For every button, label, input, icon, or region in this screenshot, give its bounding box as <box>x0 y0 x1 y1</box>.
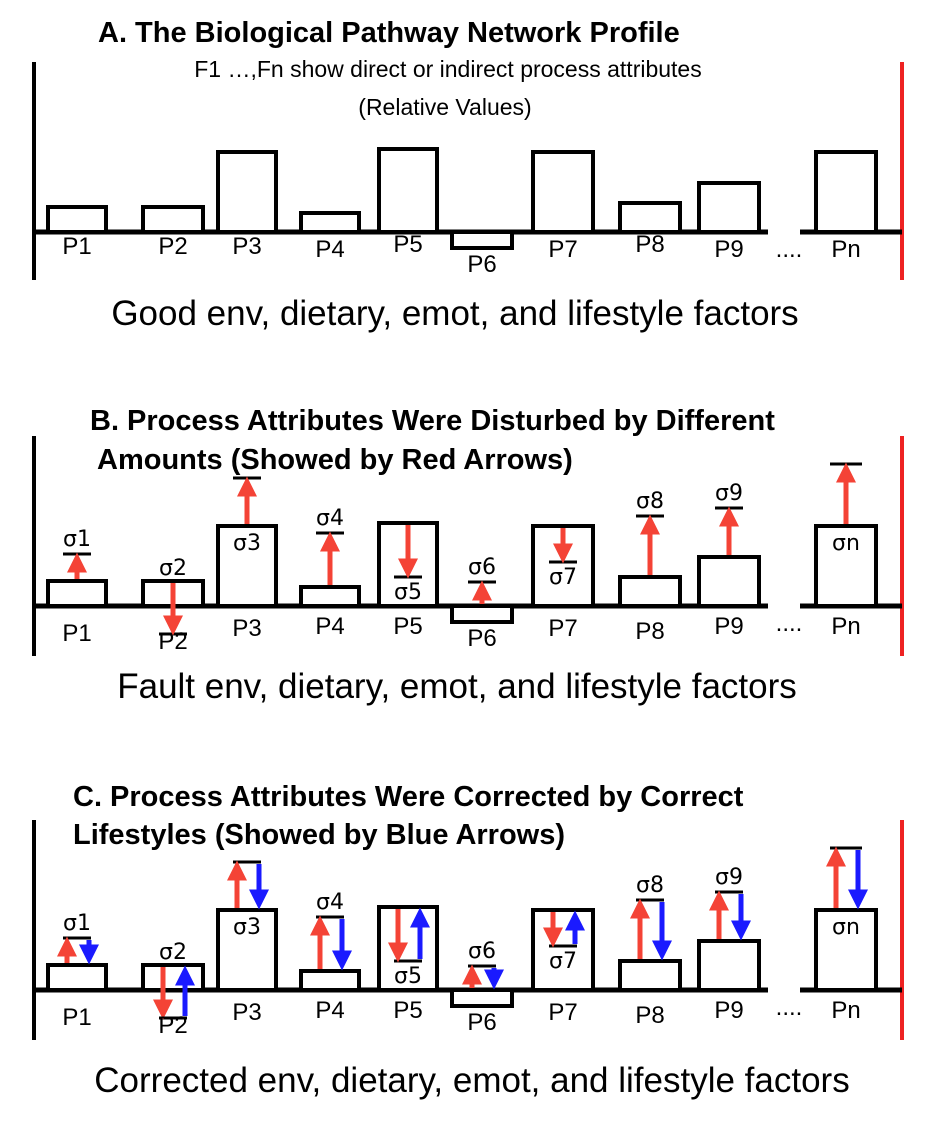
ellipsis-label: .... <box>776 236 803 263</box>
bar-p6 <box>450 604 514 624</box>
sigma-label-p9: σ9 <box>715 481 743 506</box>
bar-p5 <box>377 147 439 234</box>
sigma-label-p5: σ5 <box>394 580 422 605</box>
bar-p6 <box>450 988 514 1008</box>
panel-b-footer: Fault env, dietary, emot, and lifestyle … <box>117 667 797 706</box>
bar-p9 <box>697 181 761 234</box>
process-label-p6: P6 <box>467 625 496 652</box>
process-label-p9: P9 <box>714 236 743 263</box>
ellipsis-label: .... <box>776 610 803 637</box>
sigma-label-p8: σ8 <box>636 489 664 514</box>
panel-a-footer: Good env, dietary, emot, and lifestyle f… <box>111 294 798 333</box>
process-label-p8: P8 <box>635 231 664 258</box>
bar-p2 <box>141 205 205 234</box>
sigma-label-p1: σ1 <box>63 911 91 936</box>
sigma-label-p5: σ5 <box>394 964 422 989</box>
sigma-label-p9: σ9 <box>715 865 743 890</box>
bar-p4 <box>299 585 361 608</box>
process-label-p1: P1 <box>62 233 91 260</box>
sigma-label-p6: σ6 <box>468 555 496 580</box>
process-label-p2: P2 <box>158 1012 187 1039</box>
sigma-label-pn: σn <box>832 531 860 556</box>
sigma-label-p8: σ8 <box>636 873 664 898</box>
sigma-label-p4: σ4 <box>316 890 344 915</box>
process-label-p1: P1 <box>62 1004 91 1031</box>
sigma-label-p3: σ3 <box>233 531 261 556</box>
panel-a-subtitle-line1: F1 …,Fn show direct or indirect process … <box>194 56 701 82</box>
bar-p9 <box>697 555 761 608</box>
panel-b-title-line2: Amounts (Showed by Red Arrows) <box>97 444 573 476</box>
process-label-p7: P7 <box>548 999 577 1026</box>
bar-pn <box>814 150 878 234</box>
ellipsis-label: .... <box>776 994 803 1021</box>
bar-pn <box>814 524 878 608</box>
bar-p3 <box>216 908 278 992</box>
panel-c-footer: Corrected env, dietary, emot, and lifest… <box>94 1061 849 1100</box>
bar-p1 <box>46 963 108 992</box>
sigma-label-p6: σ6 <box>468 939 496 964</box>
process-label-p5: P5 <box>393 231 422 258</box>
sigma-label-pn: σn <box>832 915 860 940</box>
panel-b-title-line1: B. Process Attributes Were Disturbed by … <box>90 405 775 437</box>
bar-p6 <box>450 230 514 250</box>
bar-p8 <box>618 201 682 234</box>
panel-c-title-line1: C. Process Attributes Were Corrected by … <box>73 781 744 813</box>
process-label-p7: P7 <box>548 615 577 642</box>
process-label-p6: P6 <box>467 251 496 278</box>
panel-c-title-line2: Lifestyles (Showed by Blue Arrows) <box>73 819 565 851</box>
process-label-pn: Pn <box>831 997 860 1024</box>
process-label-p5: P5 <box>393 613 422 640</box>
process-label-p8: P8 <box>635 618 664 645</box>
sigma-label-p1: σ1 <box>63 527 91 552</box>
bar-p3 <box>216 524 278 608</box>
sigma-label-p7: σ7 <box>549 565 577 590</box>
process-label-p3: P3 <box>232 233 261 260</box>
process-label-pn: Pn <box>831 236 860 263</box>
bar-p8 <box>618 575 682 608</box>
panel-a-chart: .... P1 P2 P3 P4 P5 P6 P7 P8 P9 Pn <box>32 62 904 280</box>
process-label-p4: P4 <box>315 613 344 640</box>
process-label-p2: P2 <box>158 233 187 260</box>
panel-c-chart: .... σ1 P1 σ2 P2 σ3 P3 σ4 P4 σ5 P5 σ6 P6 σ7 P7 σ8 P8 σ9 P9… <box>32 820 904 1040</box>
bar-p1 <box>46 205 108 234</box>
process-label-p4: P4 <box>315 236 344 263</box>
sigma-label-p7: σ7 <box>549 949 577 974</box>
process-label-p9: P9 <box>714 613 743 640</box>
panel-a-subtitle-line2: (Relative Values) <box>358 94 531 120</box>
process-label-p3: P3 <box>232 999 261 1026</box>
panel-a-title: A. The Biological Pathway Network Profil… <box>98 17 680 49</box>
process-label-p6: P6 <box>467 1009 496 1036</box>
bar-p2 <box>141 963 205 992</box>
bar-p4 <box>299 969 361 992</box>
process-label-p9: P9 <box>714 997 743 1024</box>
sigma-label-p2: σ2 <box>159 940 187 965</box>
panel-b-chart: .... σ1 P1 σ2 P2 σ3 P3 σ4 P4 σ5 P5 σ6 P6 σ7 P7 σ8 P8 σ9 P9… <box>32 436 904 656</box>
sigma-label-p4: σ4 <box>316 506 344 531</box>
sigma-label-p3: σ3 <box>233 915 261 940</box>
sigma-label-p2: σ2 <box>159 556 187 581</box>
process-label-p1: P1 <box>62 620 91 647</box>
bar-p8 <box>618 959 682 992</box>
process-label-p8: P8 <box>635 1002 664 1029</box>
process-label-p4: P4 <box>315 997 344 1024</box>
bar-p7 <box>531 150 595 234</box>
process-label-p5: P5 <box>393 997 422 1024</box>
bar-p3 <box>216 150 278 234</box>
bar-pn <box>814 908 878 992</box>
bar-p4 <box>299 211 361 234</box>
process-label-p3: P3 <box>232 615 261 642</box>
bar-p9 <box>697 939 761 992</box>
process-label-p2: P2 <box>158 628 187 655</box>
process-label-p7: P7 <box>548 236 577 263</box>
process-label-pn: Pn <box>831 613 860 640</box>
bar-p1 <box>46 579 108 608</box>
